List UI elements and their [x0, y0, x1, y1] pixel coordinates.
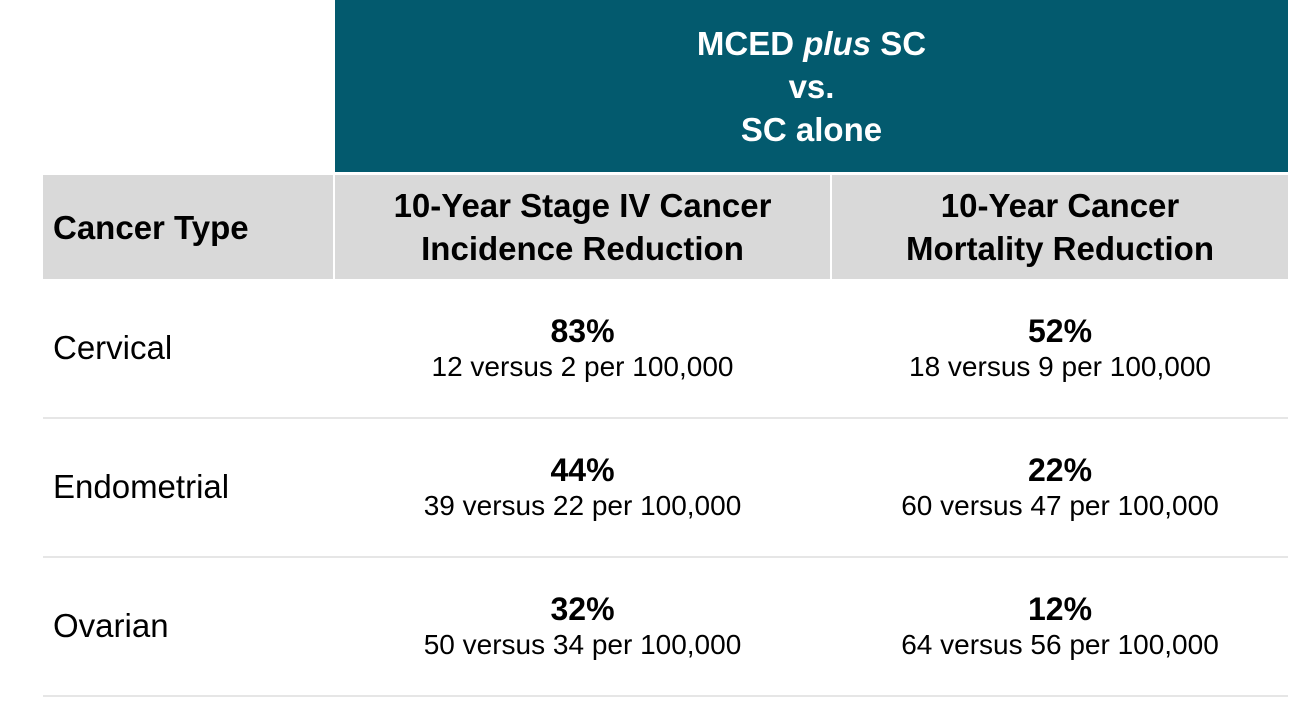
- table-row: Ovarian 32% 50 versus 34 per 100,000 12% 6…: [43, 557, 1288, 697]
- banner-line-3: SC alone: [740, 110, 883, 148]
- header-mortality: 10-Year Cancer Mortality Reduction: [832, 175, 1288, 279]
- mortality-cell: 12% 64 versus 56 per 100,000: [901, 591, 1219, 660]
- incidence-cell: 32% 50 versus 34 per 100,000: [423, 591, 742, 660]
- header-incidence: 10-Year Stage IV Cancer Incidence Reduct…: [335, 175, 830, 279]
- cancer-type-cell: Ovarian: [53, 607, 169, 644]
- cancer-type-cell: Endometrial: [53, 468, 230, 505]
- banner-line-2: vs.: [788, 67, 835, 105]
- table-row: Cervical 83% 12 versus 2 per 100,000 52% 1…: [43, 279, 1288, 419]
- incidence-cell: 44% 39 versus 22 per 100,000: [423, 452, 742, 521]
- mortality-cell: 52% 18 versus 9 per 100,000: [909, 313, 1211, 382]
- cancer-type-cell: Cervical: [53, 329, 173, 366]
- incidence-cell: 83% 12 versus 2 per 100,000: [431, 313, 734, 382]
- table-row: Endometrial 44% 39 versus 22 per 100,000 …: [43, 418, 1288, 558]
- comparison-banner: MCED plus SC vs. SC alone: [335, 0, 1288, 172]
- mortality-cell: 22% 60 versus 47 per 100,000: [901, 452, 1219, 521]
- banner-line-1: MCED plus SC: [696, 24, 927, 62]
- header-cancer-type: Cancer Type: [43, 175, 333, 279]
